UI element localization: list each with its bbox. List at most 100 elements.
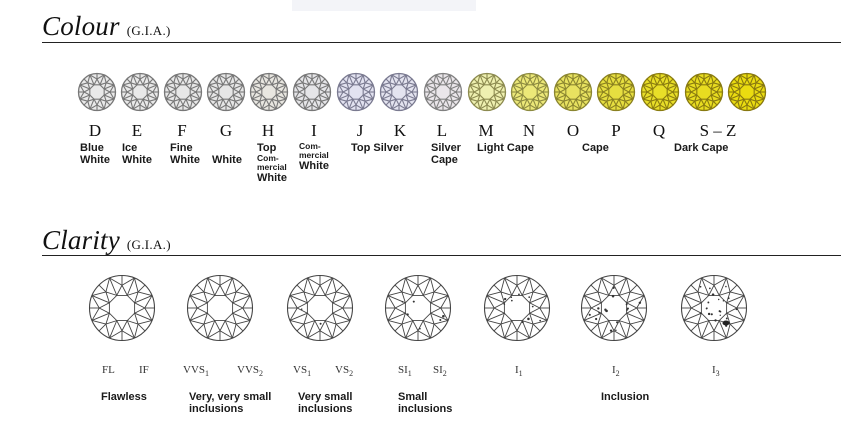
inclusion-dot — [719, 310, 722, 313]
desc-small: Small inclusions — [398, 391, 453, 415]
inclusion-dot — [539, 319, 541, 322]
inclusion-dot — [518, 293, 520, 296]
inclusion-dot — [625, 303, 628, 306]
inclusion-dot — [597, 307, 600, 310]
inclusion-dot — [611, 294, 615, 298]
grade-if: IF — [139, 364, 149, 376]
clarity-title: Clarity — [42, 225, 120, 255]
grade-s-z: S – Z — [699, 121, 737, 140]
clarity-stone — [384, 274, 452, 342]
inclusion-dot — [727, 297, 730, 300]
colour-stone — [120, 72, 160, 112]
clarity-stone — [680, 274, 748, 342]
inclusion-dot — [725, 285, 727, 288]
inclusion-dot — [521, 321, 524, 324]
grade-g: G — [219, 121, 233, 140]
inclusion-dot — [531, 305, 534, 308]
inclusion-dot — [527, 317, 530, 321]
inclusion-dot — [412, 300, 415, 303]
label-white: White — [212, 154, 242, 166]
inclusion-dot — [595, 317, 598, 321]
colour-stone — [467, 72, 507, 112]
large-inclusion — [722, 320, 730, 326]
colour-stone — [640, 72, 680, 112]
grade-h: H — [261, 121, 275, 140]
grade-j: J — [356, 121, 364, 140]
desc-very-small: Very small inclusions — [298, 391, 353, 415]
inclusion-dot — [722, 300, 725, 302]
inclusion-dot — [612, 286, 615, 289]
desc-very-very-small: Very, very small inclusions — [189, 391, 272, 415]
colour-stone — [727, 72, 767, 112]
colour-stone — [510, 72, 550, 112]
inclusion-dot — [419, 327, 421, 330]
inclusion-dot — [699, 285, 702, 288]
inclusion-dot — [609, 329, 613, 332]
inclusion-dot — [588, 313, 591, 316]
grade-vvs1: VVS1 — [183, 364, 210, 379]
desc-flawless: Flawless — [101, 391, 147, 403]
grade-vvs2: VVS2 — [237, 364, 264, 379]
inclusion-dot — [709, 287, 711, 290]
colour-stone — [553, 72, 593, 112]
grade-si1: SI1 — [398, 364, 412, 379]
grade-m: M — [478, 121, 494, 140]
label-fine-white: Fine White — [170, 142, 200, 166]
grade-o: O — [566, 121, 580, 140]
label-cape: Cape — [582, 142, 609, 154]
inclusion-dot — [638, 301, 642, 305]
inclusion-dot — [511, 299, 513, 302]
colour-stone — [379, 72, 419, 112]
colour-stone — [206, 72, 246, 112]
inclusion-dot — [725, 317, 728, 320]
clarity-heading: Clarity (G.I.A.) — [42, 227, 171, 254]
label-dark-cape: Dark Cape — [674, 142, 729, 154]
inclusion-dot — [707, 301, 710, 304]
grade-p: P — [611, 121, 621, 140]
inclusion-dot — [626, 307, 629, 310]
colour-stone — [77, 72, 117, 112]
grade-q: Q — [652, 121, 666, 140]
grade-l: L — [436, 121, 448, 140]
grade-d: D — [88, 121, 102, 140]
label-top-commercial-white: Top Com- mercial White — [257, 142, 287, 184]
grade-k: K — [393, 121, 407, 140]
inclusion-dot — [719, 314, 721, 316]
inclusion-dot — [439, 318, 442, 322]
inclusion-dot — [528, 296, 531, 298]
inclusion-dot — [705, 307, 708, 310]
grade-vs2: VS2 — [335, 364, 354, 379]
colour-stone — [292, 72, 332, 112]
colour-stone — [684, 72, 724, 112]
inclusion-dot — [735, 308, 738, 311]
colour-stone — [423, 72, 463, 112]
colour-stone — [163, 72, 203, 112]
inclusion-dot — [616, 321, 619, 324]
colour-heading: Colour (G.I.A.) — [42, 13, 171, 40]
grade-i3: I3 — [712, 364, 720, 379]
inclusion-dot — [598, 311, 600, 314]
clarity-subtitle: (G.I.A.) — [126, 237, 171, 252]
grade-n: N — [522, 121, 536, 140]
grade-i: I — [311, 121, 317, 140]
label-top-silver: Top Silver — [351, 142, 404, 154]
inclusion-dot — [707, 312, 711, 316]
clarity-stone — [88, 274, 156, 342]
label-silver-cape: Silver Cape — [431, 142, 461, 166]
grade-si2: SI2 — [433, 364, 447, 379]
colour-stone — [336, 72, 376, 112]
desc-inclusion: Inclusion — [601, 391, 650, 403]
grade-i1: I1 — [515, 364, 523, 379]
label-ice-white: Ice White — [122, 142, 152, 166]
scan-smudge — [292, 0, 476, 11]
colour-stone — [596, 72, 636, 112]
inclusion-dot — [504, 297, 507, 301]
inclusion-dot — [406, 313, 409, 316]
inclusion-dot — [510, 296, 513, 299]
inclusion-dot — [604, 308, 607, 311]
grade-e: E — [131, 121, 143, 140]
inclusion-dot — [711, 293, 715, 296]
grade-fl: FL — [102, 364, 115, 376]
colour-stone — [249, 72, 289, 112]
clarity-stone — [186, 274, 254, 342]
